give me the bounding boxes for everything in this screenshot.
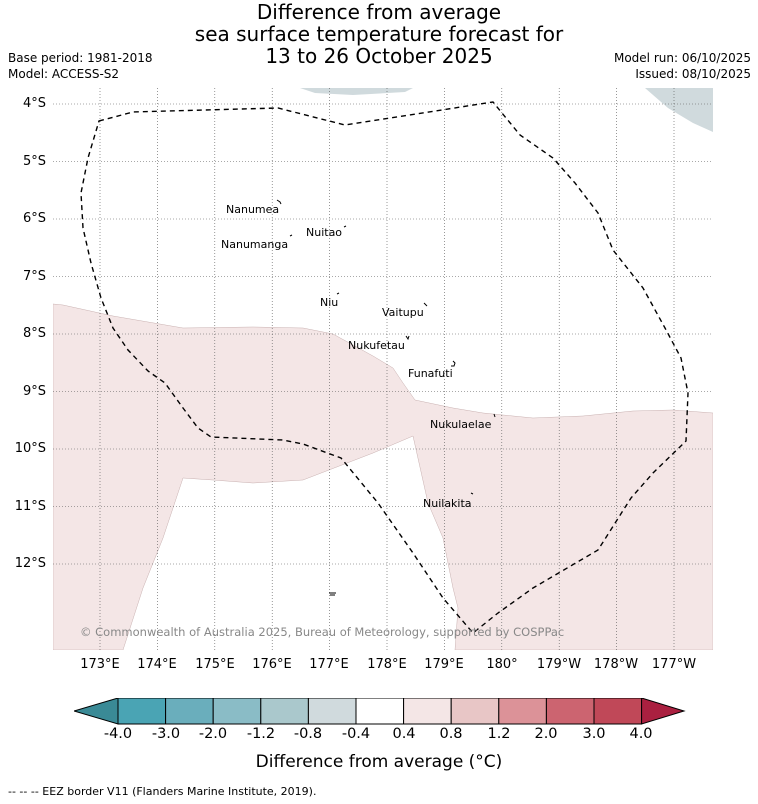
base-period: Base period: 1981-2018 xyxy=(8,51,153,65)
lat-label-5s: 5°S xyxy=(22,154,46,169)
model-name: Model: ACCESS-S2 xyxy=(8,67,120,81)
colorbar-tick-10: 3.0 xyxy=(582,726,606,742)
warm-anomaly-region xyxy=(53,303,713,650)
lon-label-177w: 177°W xyxy=(651,657,697,672)
colorbar-cell-11 xyxy=(593,698,643,725)
colorbar-cell-7 xyxy=(403,698,452,725)
eez-legend-note: -- -- -- EEZ border V11 (Flanders Marine… xyxy=(8,785,317,798)
island-funafuti-shape xyxy=(451,360,456,367)
colorbar-cell-2 xyxy=(165,698,214,725)
lat-label-12s: 12°S xyxy=(14,556,46,571)
cool-anomaly-region-northeast xyxy=(645,88,713,132)
island-label-nuitao: Nuitao xyxy=(306,226,343,239)
lon-label-176e: 176°E xyxy=(252,657,292,672)
colorbar-tick-0: -4.0 xyxy=(103,726,133,742)
island-label-nukulaelae: Nukulaelae xyxy=(430,418,492,431)
graticule xyxy=(53,88,713,650)
island-vaitupu-shape xyxy=(423,302,428,307)
island-nanumanga-shape xyxy=(289,234,293,237)
colorbar-tick-8: 1.2 xyxy=(487,726,511,742)
colorbar-cell-above-max xyxy=(641,698,686,725)
colorbar-cell-below-min xyxy=(74,698,119,725)
colorbar-cell-5 xyxy=(307,698,357,725)
lat-label-10s: 10°S xyxy=(14,441,46,456)
colorbar-tick-5: -0.4 xyxy=(341,726,371,742)
colorbar-cell-9 xyxy=(498,698,547,725)
lon-label-177e: 177°E xyxy=(309,657,349,672)
lat-label-6s: 6°S xyxy=(22,211,46,226)
island-label-niu: Niu xyxy=(320,296,339,309)
lon-label-173e: 173°E xyxy=(80,657,120,672)
colorbar-cell-8 xyxy=(450,698,500,725)
cool-anomaly-region-north xyxy=(300,88,413,95)
map-canvas xyxy=(53,88,713,650)
island-nanumea-shape xyxy=(276,199,282,205)
colorbar-tick-11: 4.0 xyxy=(629,726,653,742)
lon-label-178w: 178°W xyxy=(593,657,639,672)
map-panel xyxy=(53,88,713,650)
colorbar-tick-6: 0.4 xyxy=(392,726,416,742)
lon-label-180: 180° xyxy=(486,657,518,672)
lon-label-178e: 178°E xyxy=(367,657,407,672)
island-nukulaelae-shape xyxy=(493,413,496,418)
colorbar-cell-1 xyxy=(117,698,167,725)
lon-label-174e: 174°E xyxy=(137,657,177,672)
model-run: Model run: 06/10/2025 xyxy=(613,51,751,65)
island-label-nanumea: Nanumea xyxy=(226,203,280,216)
lat-label-8s: 8°S xyxy=(22,326,46,341)
island-nuitao-shape xyxy=(343,225,347,228)
colorbar-cell-3 xyxy=(212,698,262,725)
colorbar-tick-1: -3.0 xyxy=(151,726,181,742)
island-small-shape xyxy=(329,592,336,596)
lat-label-4s: 4°S xyxy=(22,96,46,111)
colorbar-cell-6 xyxy=(355,698,405,725)
lon-label-179e: 179°E xyxy=(424,657,464,672)
eez-border xyxy=(80,101,689,634)
title-line-3: 13 to 26 October 2025 xyxy=(265,44,493,68)
title-line-1: Difference from average xyxy=(256,0,502,24)
copyright-notice: © Commonwealth of Australia 2025, Bureau… xyxy=(80,625,565,639)
lat-label-7s: 7°S xyxy=(22,269,46,284)
colorbar-label: Difference from average (°C) xyxy=(255,752,503,772)
lat-label-9s: 9°S xyxy=(22,384,46,399)
colorbar-tick-4: -0.8 xyxy=(293,726,323,742)
colorbar-tick-2: -2.0 xyxy=(198,726,228,742)
colorbar-tick-7: 0.8 xyxy=(439,726,463,742)
lat-label-11s: 11°S xyxy=(14,499,46,514)
island-nuilakita-shape xyxy=(470,492,474,495)
colorbar-tick-3: -1.2 xyxy=(246,726,276,742)
issued-date: Issued: 08/10/2025 xyxy=(635,67,751,81)
island-niu-shape xyxy=(336,292,340,295)
colorbar-cell-10 xyxy=(545,698,595,725)
island-label-nuilakita: Nuilakita xyxy=(423,497,472,510)
island-label-nanumanga: Nanumanga xyxy=(221,238,289,251)
colorbar xyxy=(74,698,686,725)
lon-label-179w: 179°W xyxy=(536,657,582,672)
lon-label-175e: 175°E xyxy=(195,657,235,672)
island-label-nukufetau: Nukufetau xyxy=(348,339,405,352)
island-nukufetau-shape xyxy=(405,335,410,341)
title-line-2: sea surface temperature forecast for xyxy=(194,22,564,46)
island-label-funafuti: Funafuti xyxy=(408,367,453,380)
island-label-vaitupu: Vaitupu xyxy=(382,306,424,319)
colorbar-tick-9: 2.0 xyxy=(534,726,558,742)
colorbar-cell-4 xyxy=(260,698,309,725)
